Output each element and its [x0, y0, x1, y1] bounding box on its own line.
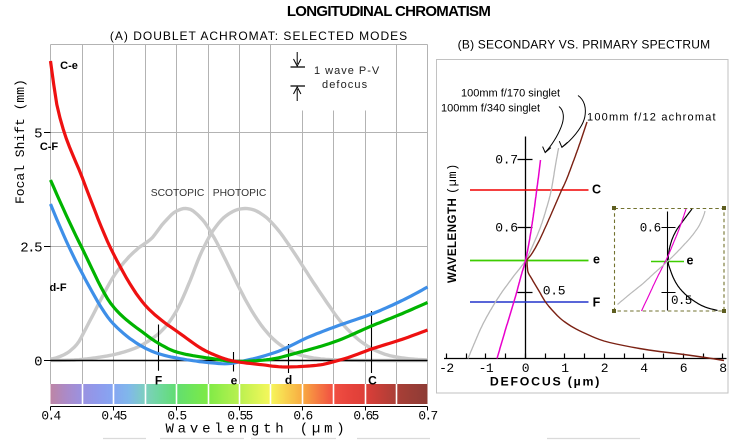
svg-text:(A) DOUBLET ACHROMAT: SELECTED: (A) DOUBLET ACHROMAT: SELECTED MODES — [110, 29, 408, 43]
svg-text:0.6: 0.6 — [293, 409, 312, 424]
svg-text:DEFOCUS (µm): DEFOCUS (µm) — [490, 375, 601, 389]
svg-text:-2: -2 — [439, 361, 454, 376]
svg-text:8: 8 — [719, 361, 726, 376]
svg-text:0: 0 — [522, 361, 529, 376]
svg-text:0.7: 0.7 — [495, 153, 518, 168]
svg-text:100mm f/170 singlet: 100mm f/170 singlet — [461, 88, 560, 100]
svg-text:WAVELENGTH (µm): WAVELENGTH (µm) — [446, 163, 460, 283]
svg-text:Focal Shift (mm): Focal Shift (mm) — [13, 79, 28, 204]
svg-text:C: C — [592, 183, 601, 197]
svg-text:C-F: C-F — [40, 141, 59, 153]
svg-text:0.4: 0.4 — [41, 409, 61, 424]
svg-text:SCOTOPIC: SCOTOPIC — [151, 188, 205, 199]
svg-text:defocus: defocus — [322, 79, 368, 91]
svg-text:-1: -1 — [479, 361, 494, 376]
svg-text:d: d — [285, 373, 292, 387]
svg-text:(B) SECONDARY VS. PRIMARY SPEC: (B) SECONDARY VS. PRIMARY SPECTRUM — [458, 38, 711, 52]
svg-text:0.6: 0.6 — [640, 222, 661, 236]
svg-text:e: e — [687, 254, 694, 268]
svg-text:LONGITUDINAL CHROMATISM: LONGITUDINAL CHROMATISM — [287, 3, 491, 20]
svg-text:0.5: 0.5 — [167, 409, 186, 424]
svg-text:F: F — [593, 296, 601, 310]
svg-text:F: F — [155, 374, 162, 388]
svg-text:6: 6 — [680, 361, 687, 376]
svg-text:4: 4 — [640, 361, 648, 376]
svg-text:1 wave P-V: 1 wave P-V — [314, 65, 380, 77]
svg-text:1: 1 — [561, 361, 569, 376]
svg-text:e: e — [231, 374, 238, 388]
svg-text:0.6: 0.6 — [495, 221, 518, 236]
svg-text:0.7: 0.7 — [418, 409, 437, 424]
svg-text:0.55: 0.55 — [227, 409, 252, 424]
svg-text:100mm f/12 achromat: 100mm f/12 achromat — [587, 112, 717, 124]
svg-text:5: 5 — [34, 127, 42, 143]
svg-text:C: C — [368, 374, 377, 388]
svg-text:d-F: d-F — [49, 282, 66, 294]
svg-text:Wavelength (µm): Wavelength (µm) — [165, 422, 348, 438]
svg-text:0.5: 0.5 — [671, 294, 692, 308]
svg-text:0.45: 0.45 — [101, 409, 126, 424]
svg-text:0.5: 0.5 — [543, 284, 566, 299]
svg-text:2: 2 — [601, 361, 608, 376]
svg-text:0: 0 — [34, 355, 42, 371]
svg-text:2.5: 2.5 — [20, 241, 42, 257]
svg-text:e: e — [593, 253, 600, 267]
svg-text:100mm f/340 singlet: 100mm f/340 singlet — [441, 103, 540, 115]
svg-text:0.65: 0.65 — [353, 409, 378, 424]
svg-text:C-e: C-e — [60, 60, 78, 72]
svg-text:PHOTOPIC: PHOTOPIC — [213, 188, 267, 199]
